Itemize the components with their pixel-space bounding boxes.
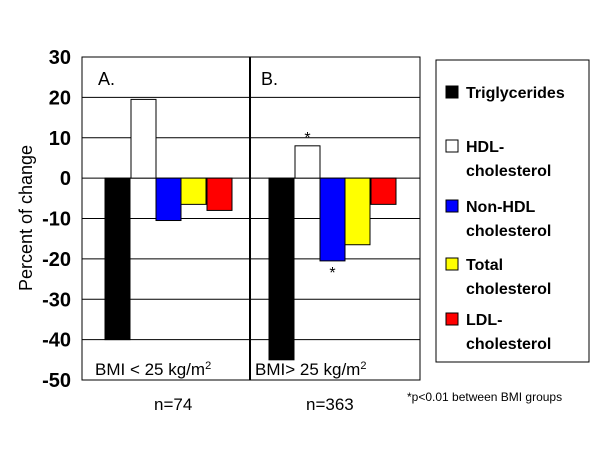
- y-tick-label: 0: [60, 168, 71, 190]
- y-tick-label: -20: [42, 249, 71, 271]
- bar: [180, 177, 207, 205]
- legend-swatch: [445, 85, 459, 99]
- y-axis-label: Percent of change: [16, 145, 36, 291]
- legend-label: Non-HDL cholesterol: [466, 199, 551, 240]
- legend-label: HDL-cholesterol: [466, 139, 551, 180]
- legend-label: Triglycerides: [466, 85, 565, 102]
- sample-size-label: n=74: [154, 395, 192, 414]
- legend-label: Total cholesterol: [466, 257, 551, 298]
- bar: [294, 145, 321, 179]
- panel-annotations: A. BMI < 25 kg/m2 n=74 B. BMI> 25 kg/m2 n=363…: [95, 69, 366, 414]
- panel-letter: B.: [261, 69, 278, 89]
- plot-frame: [81, 56, 421, 381]
- significance-marker: *: [304, 130, 310, 147]
- panel-condition-label: BMI> 25 kg/m2: [255, 360, 366, 379]
- bar: [206, 177, 233, 211]
- bar: [319, 177, 346, 262]
- y-axis-ticks: 30 20 10 0 -10 -20 -30 -40 -50: [42, 47, 71, 392]
- bar: [344, 177, 371, 246]
- bar: [370, 177, 397, 205]
- legend-box: [435, 59, 590, 363]
- bar: [268, 177, 295, 361]
- panel-condition-label: BMI < 25 kg/m2: [95, 360, 211, 379]
- panel-letter: A.: [98, 69, 115, 89]
- y-tick-label: 30: [49, 47, 71, 69]
- significance-marker: *: [329, 265, 335, 282]
- legend-swatch: [445, 312, 459, 326]
- legend: Triglycerides HDL-cholesterol Non-HDL chole…: [435, 59, 590, 363]
- y-tick-label: -40: [42, 330, 71, 352]
- sample-size-label: n=363: [306, 395, 354, 414]
- y-tick-label: 10: [49, 128, 71, 150]
- y-tick-label: 20: [49, 87, 71, 109]
- y-tick-label: -10: [42, 209, 71, 231]
- bars: [104, 98, 397, 361]
- footnote: *p<0.01 between BMI groups: [407, 390, 562, 404]
- bar: [130, 98, 157, 179]
- legend-swatch: [445, 139, 459, 153]
- legend-swatch: [445, 257, 459, 271]
- bar: [104, 177, 131, 341]
- y-tick-label: -50: [42, 370, 71, 392]
- legend-swatch: [445, 199, 459, 213]
- legend-label: LDL-cholesterol: [466, 312, 551, 353]
- bar: [155, 177, 182, 222]
- y-tick-label: -30: [42, 289, 71, 311]
